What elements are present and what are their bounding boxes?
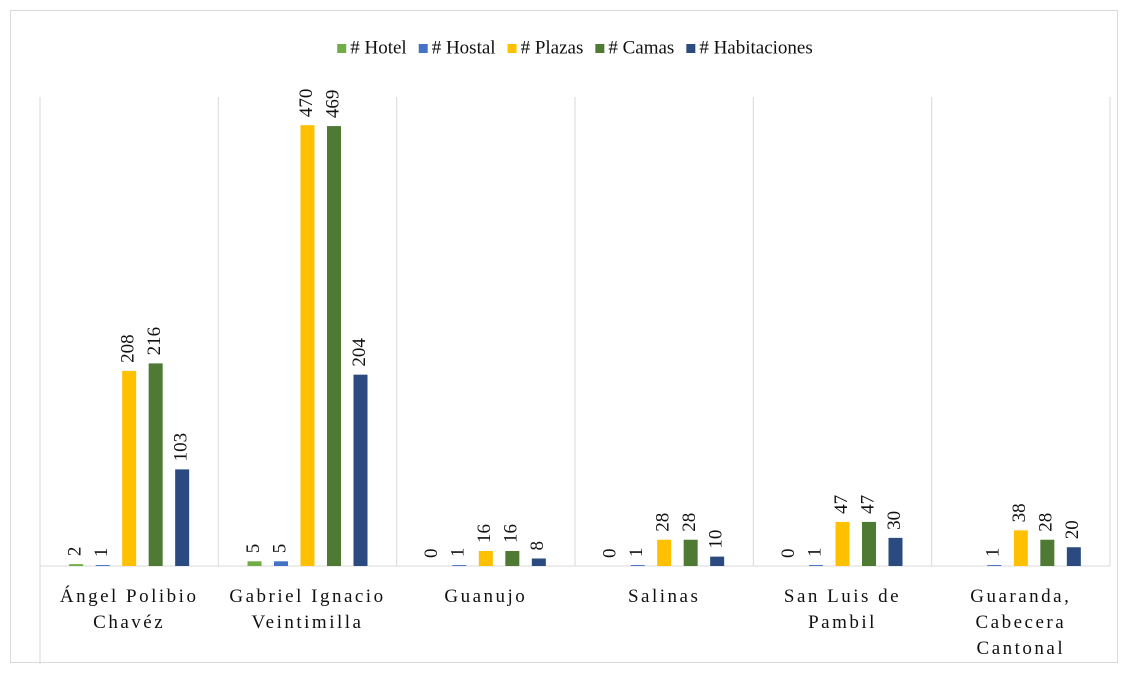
value-label: 204 (349, 338, 370, 367)
value-label: 5 (243, 544, 264, 554)
bar (95, 565, 110, 566)
value-label: 30 (884, 511, 905, 530)
value-label: 0 (600, 549, 621, 559)
value-label: 10 (706, 530, 727, 549)
bar (478, 550, 493, 566)
value-label: 8 (527, 541, 548, 551)
value-label: 2 (65, 547, 86, 557)
value-label: 47 (857, 495, 878, 514)
value-label: 5 (269, 544, 290, 554)
bar (505, 550, 520, 566)
legend-label: # Hostal (432, 37, 496, 58)
value-label: 28 (653, 513, 674, 532)
bar (862, 521, 876, 566)
value-label: 1 (448, 548, 469, 558)
value-label: 103 (171, 433, 192, 462)
bar (353, 374, 368, 566)
bar (531, 558, 546, 566)
bar (274, 561, 288, 566)
bar (300, 125, 315, 566)
legend-label: # Habitaciones (699, 37, 812, 58)
legend-label: # Hotel (350, 37, 406, 58)
value-label: 0 (778, 549, 799, 559)
legend-swatch (507, 44, 517, 53)
bar (710, 556, 725, 566)
bar (327, 126, 341, 566)
bar (683, 539, 698, 566)
bar (809, 565, 823, 566)
legend-swatch (595, 44, 605, 53)
value-label: 47 (831, 495, 852, 514)
value-label: 1 (804, 548, 825, 558)
value-label: 1 (983, 548, 1004, 558)
value-label: 216 (144, 327, 165, 356)
bar (69, 564, 84, 566)
bar (1040, 539, 1055, 566)
legend-swatch (337, 44, 347, 53)
value-label: 470 (296, 89, 317, 118)
bar (247, 561, 262, 566)
bar (888, 537, 903, 566)
x-tick-label: Guanujo (444, 586, 528, 607)
value-label: 28 (1036, 513, 1057, 532)
bar (1013, 530, 1028, 566)
legend-swatch (686, 44, 696, 53)
bar (630, 565, 645, 566)
bar (122, 370, 137, 566)
bar (452, 565, 467, 566)
value-label: 20 (1062, 520, 1083, 539)
chart-border (10, 10, 1118, 663)
x-tick-label: Ángel Polibio Chavéz (59, 586, 199, 633)
bar (148, 363, 163, 566)
legend-label: # Camas (608, 37, 674, 58)
value-label: 1 (626, 548, 647, 558)
legend-label: # Plazas (521, 37, 584, 58)
value-label: 208 (118, 334, 139, 363)
x-tick-label: Gabriel Ignacio Veintimilla (229, 586, 386, 633)
value-label: 0 (421, 549, 442, 559)
value-label: 28 (679, 513, 700, 532)
bar (1066, 547, 1081, 566)
bar (835, 521, 850, 566)
bar (657, 539, 672, 566)
value-label: 16 (501, 524, 522, 543)
value-label: 16 (474, 524, 495, 543)
x-tick-label: Salinas (627, 586, 701, 607)
x-tick-label: San Luis de Pambil (783, 586, 902, 633)
bar (175, 469, 190, 566)
value-label: 38 (1009, 503, 1030, 522)
value-label: 1 (91, 548, 112, 558)
x-tick-label: Guaranda, Cabecera Cantonal (970, 586, 1072, 659)
bar (987, 565, 1002, 566)
legend-swatch (418, 44, 428, 53)
value-label: 469 (322, 90, 343, 119)
